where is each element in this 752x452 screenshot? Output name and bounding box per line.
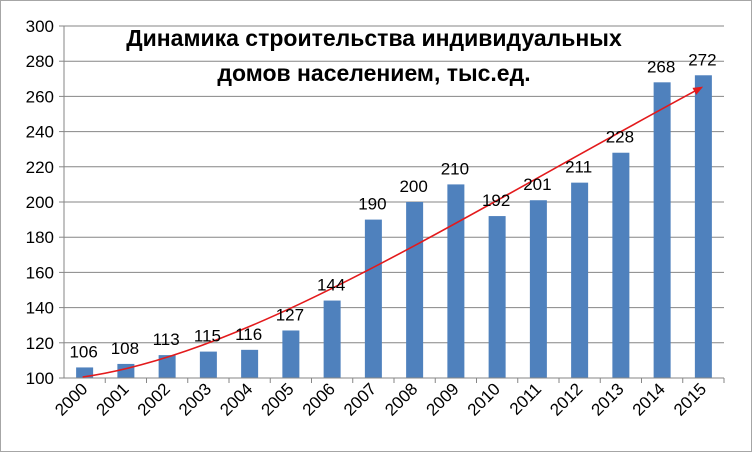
x-tick-label: 2008 [381,379,421,419]
x-tick-label: 2006 [299,379,339,419]
bar-2005 [282,330,300,378]
bars [76,75,712,378]
x-tick-label: 2003 [175,379,215,419]
data-label-2008: 200 [399,177,427,196]
y-tick-label: 180 [26,228,54,247]
bar-2014 [653,82,671,378]
data-label-2004: 116 [235,325,262,344]
data-label-2011: 201 [523,175,551,194]
y-tick-labels: 100 120 140 160 180 200 220 240 260 280 300 [26,17,54,388]
data-label-2005: 127 [276,305,304,324]
bar-2002 [158,355,176,378]
bar-2007 [364,219,382,378]
bar-2012 [571,182,589,378]
x-tick-label: 2000 [51,379,91,419]
x-tick-label: 2002 [134,379,174,419]
data-labels: 106 108 113 115 116 127 144 190 200 210 192 201 211 2… [69,50,716,361]
bar-2000 [76,367,94,378]
y-tick-label: 120 [26,334,54,353]
y-tick-label: 220 [26,158,54,177]
bar-2003 [199,351,217,378]
data-label-2013: 228 [606,128,634,147]
x-tick-label: 2011 [506,379,545,418]
y-tick-label: 140 [26,299,54,318]
x-tick-label: 2013 [588,379,628,419]
y-tick-label: 200 [26,193,54,212]
axes [59,25,725,383]
bar-2011 [529,200,547,378]
bar-2010 [488,216,506,378]
x-tick-label: 2015 [670,379,710,419]
data-label-2006: 144 [317,276,345,295]
gridlines [64,25,724,344]
x-tick-labels: 2000 2001 2002 2003 2004 2005 2006 2007 2008 2009… [51,379,710,419]
data-label-2012: 211 [565,158,592,177]
data-label-2007: 190 [358,195,386,214]
data-label-2015: 272 [688,50,716,69]
x-tick-label: 2005 [258,379,298,419]
data-label-2003: 115 [194,327,221,346]
trend-arrow-line [82,86,704,378]
bar-2015 [694,75,712,378]
bar-2008 [406,202,424,378]
bar-2009 [447,184,465,378]
y-tick-label: 100 [26,369,54,388]
y-tick-label: 240 [26,123,54,142]
data-label-2000: 106 [69,342,97,361]
chart-title-line-2: домов населением, тыс.ед. [217,60,530,86]
x-tick-label: 2012 [546,379,586,419]
x-tick-label: 2010 [464,379,504,419]
y-tick-label: 280 [26,52,54,71]
data-label-2001: 108 [111,339,139,358]
data-label-2010: 192 [482,191,510,210]
x-tick-label: 2014 [629,379,669,419]
chart-title-line-1: Динамика строительства индивидуальных [126,25,622,51]
y-tick-label: 300 [26,17,54,36]
bar-2001 [117,363,135,378]
x-tick-label: 2007 [340,379,380,419]
x-tick-label: 2001 [93,379,133,419]
data-label-2014: 268 [647,57,675,76]
y-tick-label: 160 [26,263,54,282]
bar-2004 [241,349,259,378]
y-tick-label: 260 [26,87,54,106]
bar-2006 [323,300,341,378]
data-label-2002: 113 [153,330,180,349]
data-label-2009: 210 [441,159,469,178]
x-tick-label: 2004 [216,379,256,419]
trend-arrow [82,86,704,378]
x-tick-label: 2009 [423,379,463,419]
bar-2013 [612,152,630,378]
